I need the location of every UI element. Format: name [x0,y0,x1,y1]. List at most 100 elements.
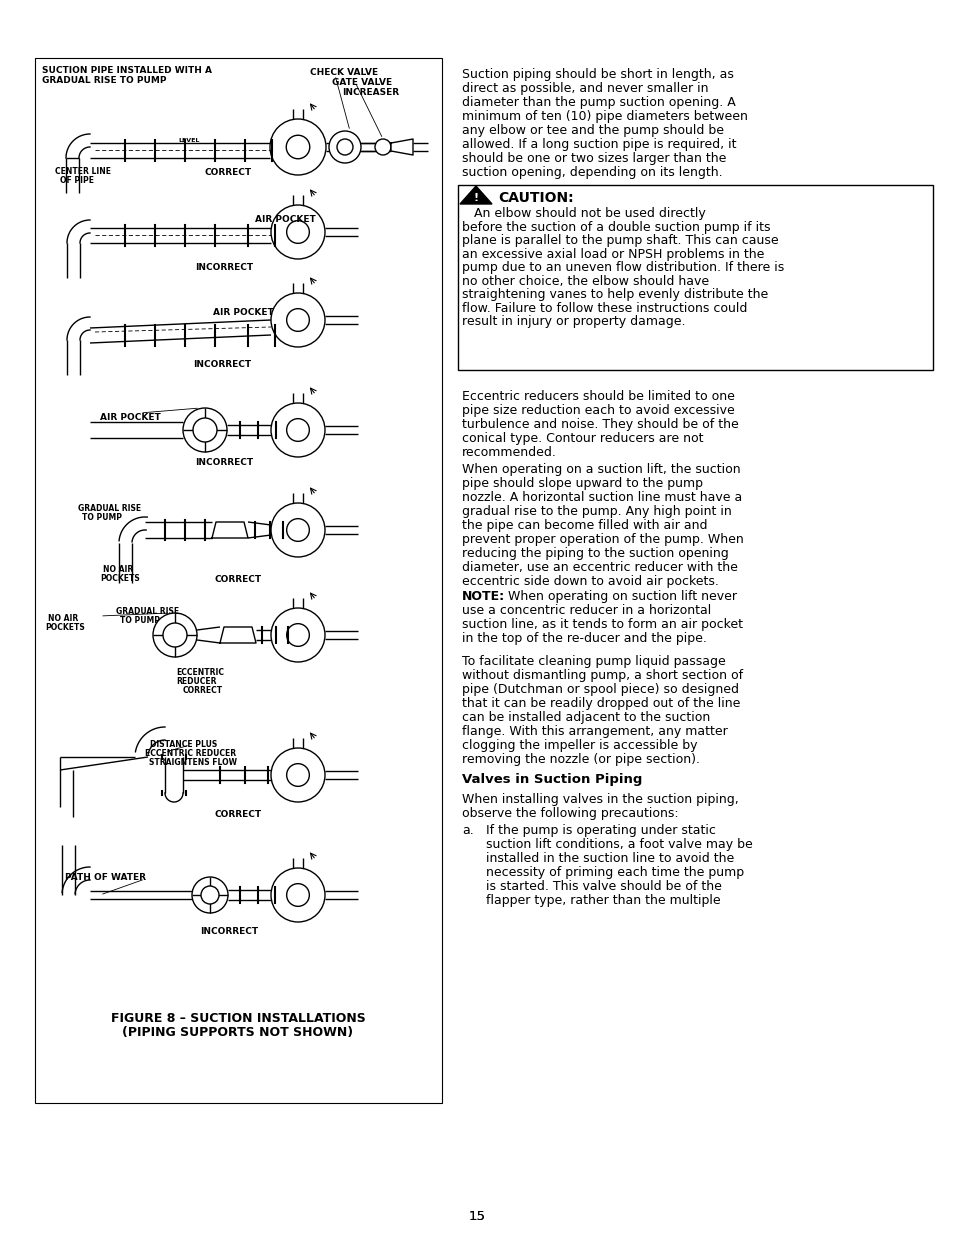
Text: Suction piping should be short in length, as: Suction piping should be short in length… [461,68,733,82]
Text: CORRECT: CORRECT [205,168,252,177]
Text: CORRECT: CORRECT [214,810,262,819]
Polygon shape [391,140,413,156]
Circle shape [286,763,309,787]
Circle shape [163,622,187,647]
Text: INCORRECT: INCORRECT [194,263,253,272]
Circle shape [201,885,219,904]
Text: NO AIR: NO AIR [103,564,133,574]
Polygon shape [459,186,492,204]
Text: can be installed adjacent to the suction: can be installed adjacent to the suction [461,711,709,724]
Circle shape [193,417,216,442]
Circle shape [286,884,309,906]
Text: CORRECT: CORRECT [183,685,223,695]
Text: suction lift conditions, a foot valve may be: suction lift conditions, a foot valve ma… [485,839,752,851]
Text: INCREASER: INCREASER [341,88,398,98]
Text: pipe size reduction each to avoid excessive: pipe size reduction each to avoid excess… [461,404,734,417]
Text: plane is parallel to the pump shaft. This can cause: plane is parallel to the pump shaft. Thi… [461,233,778,247]
Text: GRADUAL RISE TO PUMP: GRADUAL RISE TO PUMP [42,77,167,85]
Text: allowed. If a long suction pipe is required, it: allowed. If a long suction pipe is requi… [461,138,736,151]
Circle shape [271,503,325,557]
Text: any elbow or tee and the pump should be: any elbow or tee and the pump should be [461,124,723,137]
Text: TO PUMP: TO PUMP [120,616,160,625]
Circle shape [286,221,309,243]
Circle shape [329,131,360,163]
Text: diameter, use an eccentric reducer with the: diameter, use an eccentric reducer with … [461,561,737,574]
Circle shape [152,613,196,657]
Text: flapper type, rather than the multiple: flapper type, rather than the multiple [485,894,720,906]
Text: before the suction of a double suction pump if its: before the suction of a double suction p… [461,221,770,233]
Text: PATH OF WATER: PATH OF WATER [65,873,146,882]
Polygon shape [66,135,90,158]
Text: that it can be readily dropped out of the line: that it can be readily dropped out of th… [461,697,740,710]
Text: is started. This valve should be of the: is started. This valve should be of the [485,881,721,893]
Text: the pipe can become filled with air and: the pipe can become filled with air and [461,519,707,532]
Text: When operating on a suction lift, the suction: When operating on a suction lift, the su… [461,463,740,475]
Text: ECCENTRIC: ECCENTRIC [175,668,224,677]
Polygon shape [212,522,248,538]
Text: eccentric side down to avoid air pockets.: eccentric side down to avoid air pockets… [461,576,719,588]
Text: INCORRECT: INCORRECT [200,927,258,936]
Text: GATE VALVE: GATE VALVE [332,78,392,86]
Polygon shape [62,867,90,894]
Circle shape [286,519,309,541]
Text: should be one or two sizes larger than the: should be one or two sizes larger than t… [461,152,725,165]
Text: nozzle. A horizontal suction line must have a: nozzle. A horizontal suction line must h… [461,492,741,504]
Text: INCORRECT: INCORRECT [194,458,253,467]
Text: INCORRECT: INCORRECT [193,359,251,369]
Text: DISTANCE PLUS: DISTANCE PLUS [150,740,217,748]
Text: flange. With this arrangement, any matter: flange. With this arrangement, any matte… [461,725,727,739]
Text: REDUCER: REDUCER [175,677,216,685]
Text: LEVEL: LEVEL [178,138,199,143]
Text: !: ! [473,193,478,203]
Text: result in injury or property damage.: result in injury or property damage. [461,315,685,329]
Text: installed in the suction line to avoid the: installed in the suction line to avoid t… [485,852,734,864]
Text: FIGURE 8 – SUCTION INSTALLATIONS: FIGURE 8 – SUCTION INSTALLATIONS [111,1011,365,1025]
Text: POCKETS: POCKETS [45,622,85,632]
Circle shape [286,624,309,646]
Circle shape [286,309,309,331]
Text: 15: 15 [468,1210,485,1223]
Text: a.: a. [461,824,474,837]
Polygon shape [119,517,147,542]
Text: an excessive axial load or NPSH problems in the: an excessive axial load or NPSH problems… [461,247,763,261]
Text: Valves in Suction Piping: Valves in Suction Piping [461,773,641,785]
Text: no other choice, the elbow should have: no other choice, the elbow should have [461,274,708,288]
Text: ECCENTRIC REDUCER: ECCENTRIC REDUCER [145,748,236,758]
Text: When operating on suction lift never: When operating on suction lift never [507,590,737,603]
Text: CAUTION:: CAUTION: [497,191,573,205]
Text: POCKETS: POCKETS [100,574,139,583]
Circle shape [271,403,325,457]
Text: direct as possible, and never smaller in: direct as possible, and never smaller in [461,82,708,95]
Text: use a concentric reducer in a horizontal: use a concentric reducer in a horizontal [461,604,711,618]
Circle shape [271,205,325,259]
Text: gradual rise to the pump. Any high point in: gradual rise to the pump. Any high point… [461,505,731,517]
Polygon shape [220,627,255,643]
Text: without dismantling pump, a short section of: without dismantling pump, a short sectio… [461,669,742,682]
Circle shape [336,140,353,156]
Text: AIR POCKET: AIR POCKET [254,215,315,224]
Text: in the top of the re-ducer and the pipe.: in the top of the re-ducer and the pipe. [461,632,706,645]
Text: Eccentric reducers should be limited to one: Eccentric reducers should be limited to … [461,390,734,403]
Polygon shape [67,317,90,340]
Bar [457,185,932,370]
Text: straightening vanes to help evenly distribute the: straightening vanes to help evenly distr… [461,288,767,301]
Text: AIR POCKET: AIR POCKET [100,412,161,422]
Circle shape [270,119,326,175]
Text: prevent proper operation of the pump. When: prevent proper operation of the pump. Wh… [461,534,743,546]
Text: clogging the impeller is accessible by: clogging the impeller is accessible by [461,739,697,752]
Text: If the pump is operating under static: If the pump is operating under static [485,824,715,837]
Text: pipe should slope upward to the pump: pipe should slope upward to the pump [461,477,702,490]
Text: CORRECT: CORRECT [214,576,262,584]
Circle shape [286,419,309,441]
Text: 15: 15 [468,1210,485,1223]
Text: suction line, as it tends to form an air pocket: suction line, as it tends to form an air… [461,618,742,631]
Text: removing the nozzle (or pipe section).: removing the nozzle (or pipe section). [461,753,700,766]
Text: CHECK VALVE: CHECK VALVE [310,68,377,77]
Text: conical type. Contour reducers are not: conical type. Contour reducers are not [461,432,702,445]
Circle shape [271,608,325,662]
Polygon shape [135,727,165,755]
Text: AIR POCKET: AIR POCKET [213,308,274,317]
Text: SUCTION PIPE INSTALLED WITH A: SUCTION PIPE INSTALLED WITH A [42,65,212,75]
Text: reducing the piping to the suction opening: reducing the piping to the suction openi… [461,547,728,559]
Text: (PIPING SUPPORTS NOT SHOWN): (PIPING SUPPORTS NOT SHOWN) [122,1026,354,1039]
